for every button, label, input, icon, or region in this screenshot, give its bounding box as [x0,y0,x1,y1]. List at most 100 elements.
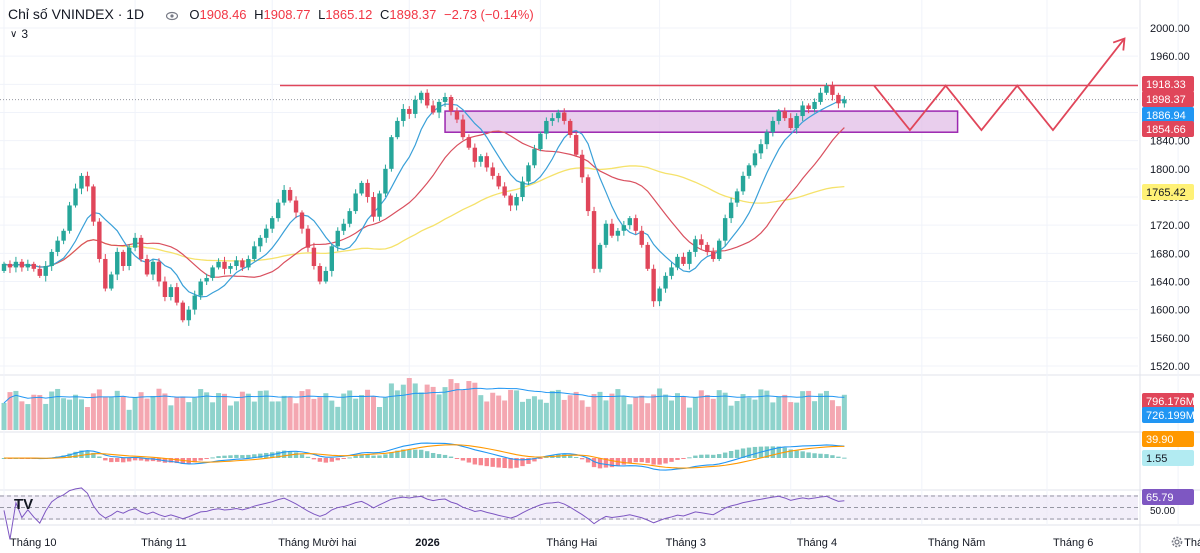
volume-bar [603,400,609,430]
macd-histogram-bar [734,449,740,458]
candle-body [156,261,162,282]
volume-bar [37,394,43,430]
candle-body [550,118,555,121]
volume-bar [436,394,442,430]
candle-body [25,263,31,268]
candle-body [651,268,656,302]
candle-body [91,186,96,222]
macd-histogram-bar [693,455,698,458]
candle-body [401,108,406,121]
macd-histogram-bar [258,453,263,458]
candle-body [37,268,42,276]
eye-icon[interactable] [165,11,178,21]
price-tick-label: 1960.00 [1150,51,1190,63]
volume-bar [639,395,645,430]
volume-bar [835,406,841,430]
candle-body [657,288,662,302]
volume-bar [25,404,31,430]
candle-body [115,251,120,275]
candle-body [460,119,466,138]
rsi-value-label: 65.79 [1146,492,1174,504]
candle-body [61,230,66,241]
macd-histogram-bar [335,458,340,461]
time-tick-label: Tháng 3 [666,537,706,549]
macd-label-bg [1142,450,1194,466]
volume-bar [430,386,436,430]
macd-histogram-bar [752,446,758,458]
ma-mid-line [3,127,845,278]
macd-histogram-bar [538,458,543,459]
volume-bar [680,396,686,430]
candle-body [466,137,472,148]
time-tick-label: Tháng 6 [1053,537,1093,549]
symbol-title[interactable]: Chỉ số VNINDEX · 1D [8,6,145,22]
macd-histogram-bar [198,458,203,461]
volume-bar [216,393,222,430]
volume-bar [96,389,102,430]
volume-bar [335,406,341,430]
candle-body [484,156,489,168]
volume-bar [287,397,293,430]
volume-bar [299,391,305,430]
macd-histogram-bar [478,458,483,466]
candle-body [144,258,150,275]
macd-histogram-bar [728,450,734,458]
volume-bar [531,396,537,430]
volume-bar [293,403,299,430]
candle-body [621,225,627,231]
candle-body [258,237,263,247]
volume-bar [496,395,502,430]
volume-bar [67,399,73,430]
candle-body [323,270,329,282]
candle-body [472,147,478,162]
candle-body [508,195,513,206]
volume-bar [800,391,806,430]
candle-body [67,205,72,231]
volume-bar [371,396,377,430]
indicator-toggle[interactable]: ∨ 3 [10,27,28,41]
volume-bar [627,404,633,430]
candle-body [526,165,531,182]
gear-icon[interactable] [1170,535,1184,549]
macd-histogram-bar [424,451,430,458]
macd-histogram-bar [103,458,108,461]
volume-bar [388,383,394,430]
candle-body [722,218,728,241]
candle-body [49,251,54,267]
candle-body [7,263,13,268]
candle-body [79,175,84,189]
candle-body [162,281,168,297]
macd-histogram-bar [329,458,334,462]
volume-bar [317,397,323,430]
candle-body [407,108,412,114]
macd-histogram-bar [216,456,221,458]
candle-body [287,189,293,201]
candle-body [776,111,781,121]
candle-body [454,111,460,120]
volume-bar [90,393,96,430]
volume-bar [597,391,603,430]
price-tick-label: 2000.00 [1150,23,1190,35]
time-tick-label: Tháng Năm [928,537,985,549]
candle-body [1,263,7,271]
candle-body [639,230,644,245]
volume-bar [114,390,120,430]
price-tick-label: 1720.00 [1150,220,1190,232]
candle-body [85,175,90,187]
volume-bar [734,401,740,430]
candle-body [264,228,269,238]
tradingview-logo-icon[interactable]: TV [14,496,33,513]
macd-histogram-bar [359,454,364,458]
volume-bar [210,402,216,430]
macd-histogram-bar [806,452,811,458]
candle-body [842,99,847,104]
price-label-bg [1142,184,1194,200]
macd-histogram-bar [204,458,209,460]
volume-bar [651,394,657,430]
macd-histogram-bar [115,458,120,462]
volume-bar [454,383,460,430]
macd-histogram-bar [413,449,418,458]
macd-histogram-bar [442,454,448,458]
close-value: 1898.37 [389,7,437,22]
